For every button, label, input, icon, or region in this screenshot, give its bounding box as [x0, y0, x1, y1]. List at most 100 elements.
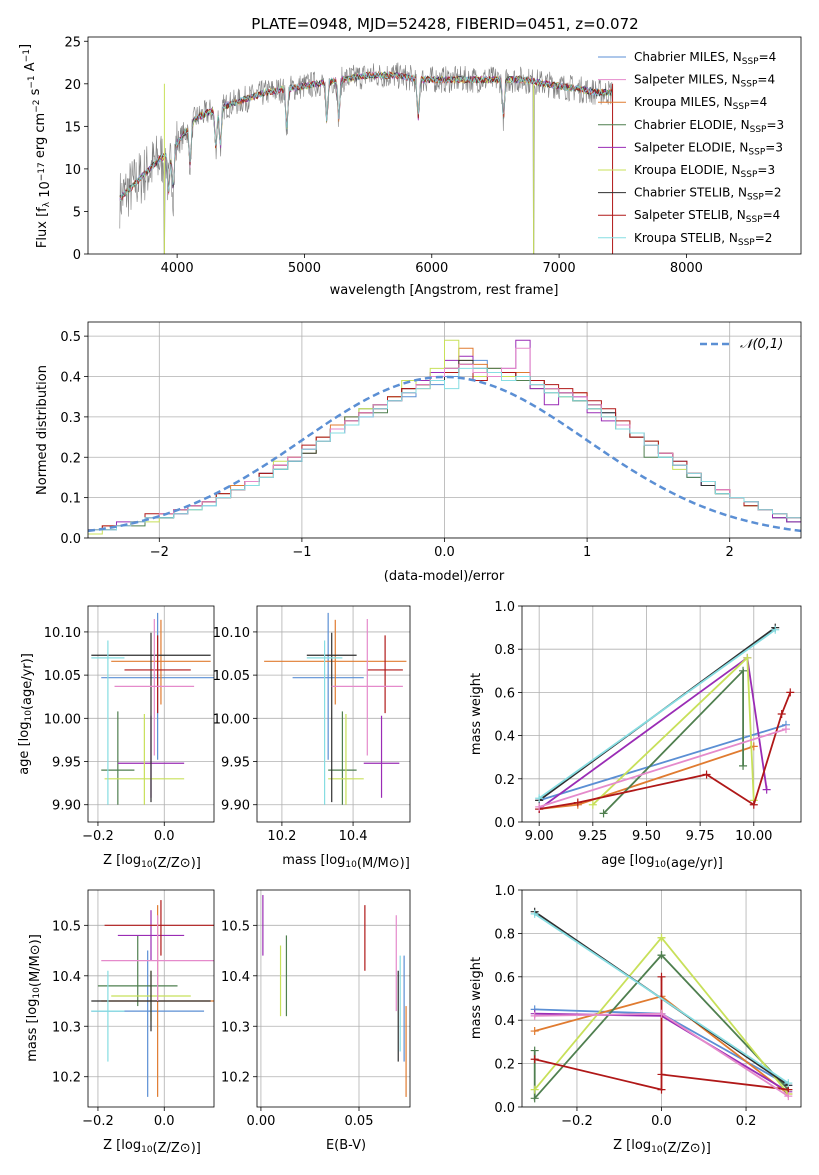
y-tick-label: 10.10: [213, 626, 250, 641]
weight-marker: [784, 1079, 793, 1088]
y-tick-label: 0.0: [60, 532, 81, 547]
y-tick-label: 10.05: [213, 669, 250, 684]
chart-spectrum: 4000 5000 6000 7000 8000 0 5 10 15 20 25 wavelength…: [18, 35, 802, 298]
legend-label: Salpeter STELIB, NSSP=4: [634, 208, 780, 225]
x-tick-label: 1: [583, 545, 591, 560]
y-tick-label: 0.5: [60, 330, 81, 345]
figure-title: PLATE=0948, MJD=52428, FIBERID=0451, z=0…: [251, 15, 638, 33]
y-tick-label: 0.6: [494, 971, 515, 986]
y-tick-label: 10.3: [52, 1020, 81, 1035]
y-tick-label: 10.4: [52, 970, 81, 985]
y-tick-label: 10.2: [221, 1071, 250, 1086]
y-tick-label: 5: [73, 205, 81, 220]
histogram-series: [88, 367, 801, 531]
y-tick-label: 10: [64, 163, 81, 178]
weight-marker: [657, 972, 666, 981]
axes-frame: [87, 321, 802, 539]
x-tick-label: 0.0: [154, 1114, 175, 1129]
chart-residuals: −2 −1 0.0 1 2 0.0 0.1 0.2 0.3 0.4 0.5 (data-model)/…: [35, 321, 802, 584]
y-tick-label: 0.8: [494, 927, 515, 942]
weight-marker: [743, 653, 752, 662]
y-tick-label: 0.8: [494, 643, 515, 658]
x-tick-label: 0.05: [345, 1114, 374, 1129]
x-tick-label: 9.50: [632, 829, 661, 844]
x-axis-label: age [log10(age/yr)]: [601, 853, 723, 871]
x-axis-label: Z [log10(Z/Z⊙)]: [103, 1138, 201, 1156]
y-axis-label: Normed distribution: [35, 365, 50, 495]
chart-age_vs_mass: 10.2 10.4 9.90 9.95 10.00 10.05 10.10 mass [log…: [213, 605, 411, 871]
x-tick-label: 6000: [415, 261, 448, 276]
weight-line: [538, 629, 776, 799]
weight-marker: [657, 1070, 666, 1079]
x-axis-label: mass [log10(M/M⊙)]: [282, 853, 410, 871]
weight-marker: [657, 933, 666, 942]
y-tick-label: 0.4: [60, 371, 81, 386]
weight-marker: [588, 800, 597, 809]
y-axis-label: mass [log10(M/M⊙)]: [25, 934, 43, 1062]
weight-marker: [535, 794, 544, 803]
y-tick-label: 9.95: [52, 756, 81, 771]
weight-marker: [657, 951, 666, 960]
legend-label: Kroupa STELIB, NSSP=2: [634, 231, 772, 248]
x-tick-label: 5000: [288, 261, 321, 276]
x-tick-label: 10.4: [339, 829, 368, 844]
axes-frame: [256, 889, 411, 1108]
x-axis-label: (data-model)/error: [384, 569, 505, 584]
x-axis-label: wavelength [Angstrom, rest frame]: [330, 283, 559, 298]
axes-frame: [87, 889, 215, 1108]
x-tick-label: 2: [726, 545, 734, 560]
weight-line: [534, 913, 789, 1084]
weight-marker: [530, 1046, 539, 1055]
y-tick-label: 10.00: [213, 712, 250, 727]
y-tick-label: 0.2: [494, 773, 515, 788]
weight-marker: [702, 770, 711, 779]
chart-weight_vs_Z: −0.2 0.0 0.2 0.0 0.2 0.4 0.6 0.8 1.0 Z [log10(Z/Z…: [469, 884, 802, 1156]
x-tick-label: 9.00: [525, 829, 554, 844]
y-tick-label: 9.90: [221, 799, 250, 814]
weight-marker: [530, 1055, 539, 1064]
weight-marker: [530, 1011, 539, 1020]
chart-mass_vs_ebv: 0.00 0.05 10.2 10.3 10.4 10.5 E(B-V): [221, 889, 411, 1153]
y-tick-label: 10.05: [44, 669, 81, 684]
weight-marker: [739, 666, 748, 675]
weight-marker: [739, 761, 748, 770]
weight-marker: [535, 802, 544, 811]
y-axis-label: mass weight: [469, 673, 484, 755]
normal-curve: [88, 375, 801, 533]
weight-marker: [762, 785, 771, 794]
legend-label: Chabrier MILES, NSSP=4: [634, 50, 776, 67]
x-tick-label: 0.00: [246, 1114, 275, 1129]
weight-marker: [657, 1009, 666, 1018]
y-tick-label: 10.5: [52, 919, 81, 934]
weight-marker: [657, 1085, 666, 1094]
spectrum-model-line: [119, 71, 613, 202]
legend-label: Chabrier STELIB, NSSP=2: [634, 186, 782, 203]
legend-label: Salpeter ELODIE, NSSP=3: [634, 140, 783, 157]
plot-area: [119, 62, 614, 254]
y-tick-label: 0.2: [60, 451, 81, 466]
x-tick-label: −0.2: [561, 1114, 593, 1129]
weight-marker: [786, 688, 795, 697]
x-tick-label: −0.2: [82, 829, 114, 844]
plot-area: [522, 890, 801, 1107]
x-tick-label: −2: [150, 545, 169, 560]
x-tick-label: 0.0: [434, 545, 455, 560]
x-tick-label: 0.2: [736, 1114, 757, 1129]
weight-marker: [573, 798, 582, 807]
y-tick-label: 25: [64, 35, 81, 50]
x-tick-label: 0.0: [154, 829, 175, 844]
y-tick-label: 10.00: [44, 712, 81, 727]
axes-frame: [521, 605, 802, 823]
legend-label: Kroupa ELODIE, NSSP=3: [634, 163, 775, 180]
y-tick-label: 0.6: [494, 686, 515, 701]
y-tick-label: 1.0: [494, 884, 515, 899]
weight-marker: [749, 800, 758, 809]
y-tick-label: 0: [73, 248, 81, 263]
weight-marker: [777, 710, 786, 718]
legend-label: Kroupa MILES, NSSP=4: [634, 95, 767, 112]
weight-line: [539, 692, 792, 810]
weight-line: [534, 976, 789, 1091]
y-tick-label: 0.2: [494, 1058, 515, 1073]
